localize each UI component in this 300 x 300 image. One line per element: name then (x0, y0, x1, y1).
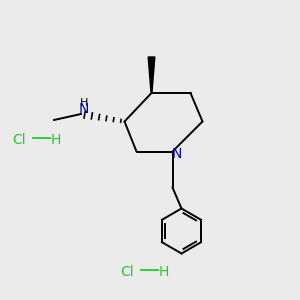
Text: Cl: Cl (120, 265, 134, 278)
Text: H: H (159, 265, 169, 278)
Text: N: N (79, 102, 89, 116)
Text: H: H (51, 133, 62, 146)
Polygon shape (148, 57, 155, 93)
Text: H: H (80, 98, 88, 108)
Text: N: N (172, 147, 182, 161)
Text: Cl: Cl (12, 133, 26, 146)
